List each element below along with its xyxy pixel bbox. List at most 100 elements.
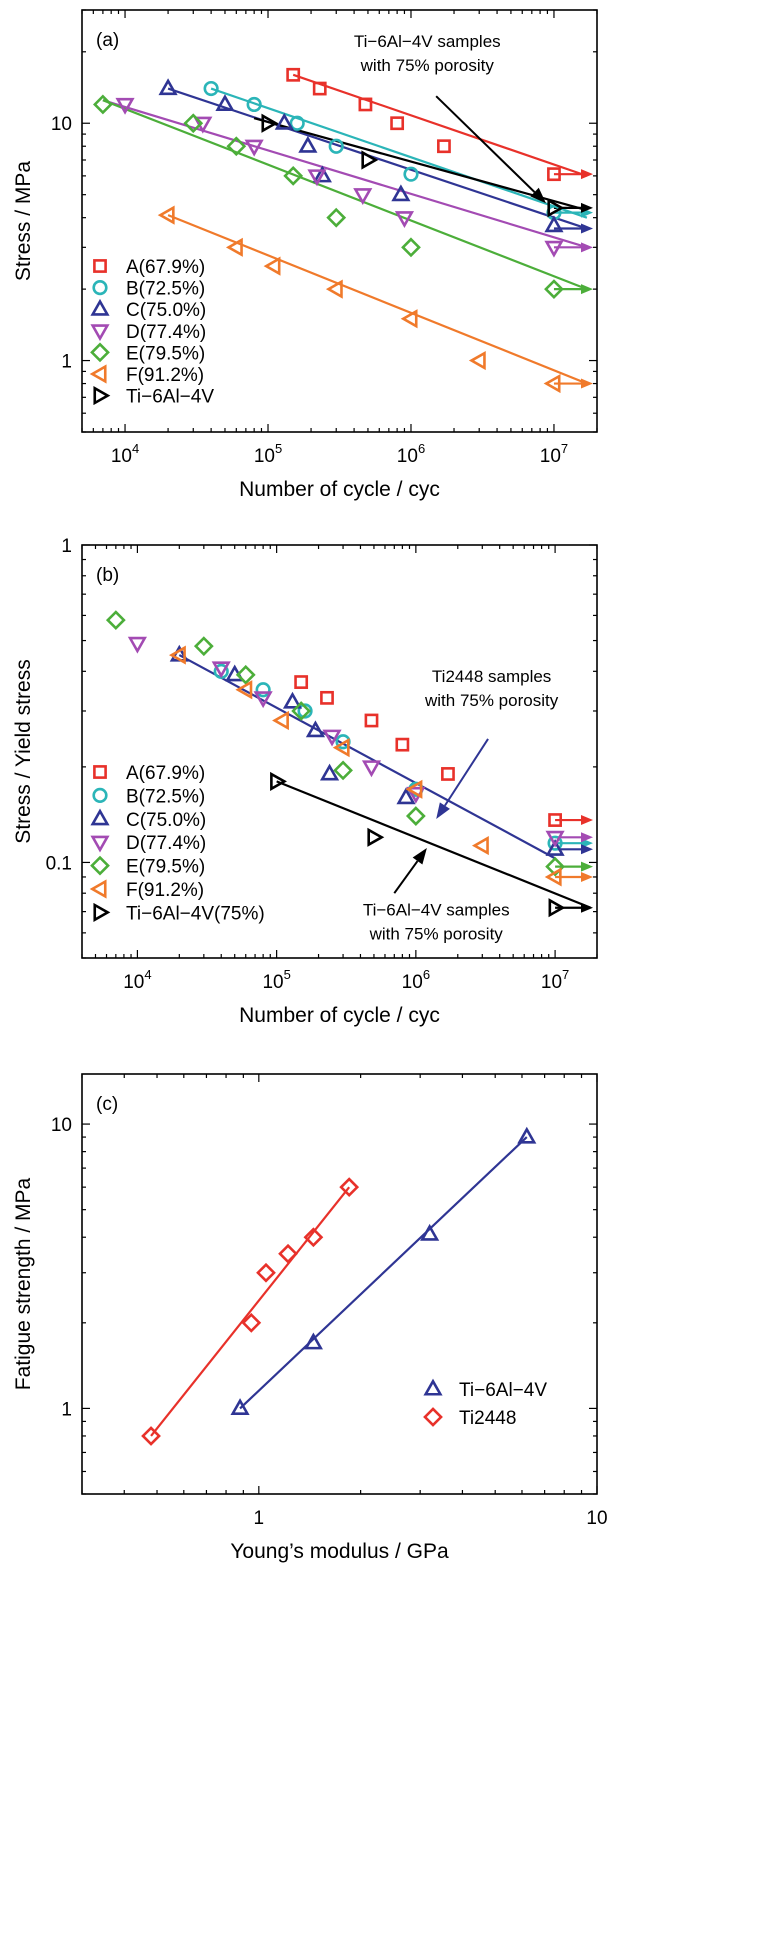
annotation-arrow-shaft bbox=[393, 860, 419, 894]
data-point bbox=[305, 720, 326, 738]
data-point bbox=[328, 138, 344, 154]
data-point bbox=[468, 350, 486, 371]
data-point bbox=[303, 1332, 323, 1350]
annotation-arrow-head bbox=[436, 802, 450, 820]
runout-arrow-head bbox=[581, 902, 593, 913]
data-point bbox=[241, 1312, 262, 1333]
y-axis-label: Fatigue strength / MPa bbox=[12, 1177, 35, 1390]
data-point bbox=[394, 211, 415, 229]
x-tick-label: 104 bbox=[111, 441, 139, 467]
annotation-arrow-head bbox=[412, 848, 427, 865]
y-tick-label: 1 bbox=[61, 1399, 72, 1420]
y-axis-label: Stress / Yield stress bbox=[12, 659, 35, 843]
legend-label: B(72.5%) bbox=[126, 279, 205, 300]
data-point bbox=[361, 150, 379, 170]
data-point bbox=[244, 139, 264, 157]
data-point bbox=[333, 760, 353, 781]
x-tick-label: 1 bbox=[254, 1508, 265, 1529]
data-point bbox=[471, 836, 489, 856]
legend-label: D(77.4%) bbox=[126, 322, 206, 343]
data-point bbox=[157, 205, 175, 225]
fit-line bbox=[276, 780, 592, 909]
data-point bbox=[322, 729, 342, 747]
x-tick-exponent: 7 bbox=[562, 967, 569, 982]
legend-label: Ti−6Al−4V bbox=[126, 387, 214, 408]
data-point bbox=[235, 664, 256, 685]
y-tick-label: 0.1 bbox=[46, 853, 72, 874]
runout-arrow-head bbox=[581, 169, 593, 180]
x-tick-exponent: 6 bbox=[418, 441, 425, 456]
data-point bbox=[405, 779, 423, 799]
legend-marker bbox=[93, 765, 107, 779]
legend-label: E(79.5%) bbox=[126, 857, 205, 878]
data-point bbox=[441, 767, 455, 781]
data-point bbox=[215, 94, 235, 111]
data-point bbox=[319, 763, 340, 781]
annotation-text: Ti−6Al−4V samples bbox=[354, 32, 501, 51]
data-point bbox=[263, 256, 281, 276]
legend-marker bbox=[90, 855, 110, 876]
legend-marker bbox=[90, 298, 110, 316]
data-point bbox=[545, 830, 565, 848]
x-tick-label: 105 bbox=[262, 967, 290, 993]
runout-arrow-head bbox=[581, 871, 593, 882]
legend-marker bbox=[89, 879, 107, 899]
data-point bbox=[358, 97, 373, 112]
chart-panel: 1 10 1 10 Young’s modulus / GPa Fatigue stren… bbox=[12, 1073, 608, 1563]
x-tick-label: 105 bbox=[254, 441, 282, 467]
x-tick-label: 104 bbox=[123, 967, 151, 993]
data-point bbox=[547, 198, 565, 218]
data-point bbox=[547, 167, 561, 182]
fit-line bbox=[239, 1136, 528, 1410]
data-point bbox=[339, 1177, 360, 1198]
data-point bbox=[141, 1426, 161, 1446]
data-point bbox=[361, 760, 382, 778]
data-point bbox=[544, 215, 564, 233]
data-point bbox=[395, 737, 410, 752]
legend-marker bbox=[90, 808, 110, 826]
x-tick-exponent: 5 bbox=[275, 441, 282, 456]
annotation-text: Ti−6Al−4V samples bbox=[363, 901, 510, 920]
x-tick-label: 106 bbox=[397, 441, 425, 467]
legend-label: C(75.0%) bbox=[126, 810, 206, 831]
data-point bbox=[543, 373, 561, 394]
x-tick-label: 10 bbox=[586, 1508, 607, 1529]
data-point bbox=[127, 636, 147, 654]
runout-arrow-head bbox=[581, 844, 593, 855]
data-point bbox=[437, 139, 451, 154]
x-tick-exponent: 4 bbox=[132, 441, 139, 456]
annotation-arrow-head bbox=[530, 187, 547, 204]
data-point bbox=[298, 135, 318, 153]
data-point bbox=[168, 645, 186, 665]
data-point bbox=[548, 898, 566, 918]
runout-arrow-head bbox=[581, 815, 593, 826]
data-point bbox=[307, 169, 327, 187]
data-point bbox=[400, 309, 418, 329]
data-point bbox=[326, 207, 347, 228]
data-point bbox=[283, 165, 304, 186]
data-point bbox=[158, 78, 178, 96]
data-point bbox=[547, 835, 563, 851]
data-point bbox=[403, 166, 419, 182]
legend-label: E(79.5%) bbox=[126, 343, 205, 364]
data-point bbox=[297, 703, 313, 719]
fit-line bbox=[292, 73, 588, 177]
fit-line bbox=[102, 99, 588, 249]
legend-label: D(77.4%) bbox=[126, 833, 206, 854]
legend-marker bbox=[92, 280, 108, 296]
runout-arrow-head bbox=[581, 284, 593, 295]
y-tick-label: 1 bbox=[61, 536, 72, 557]
y-tick-label: 10 bbox=[51, 1115, 72, 1136]
annotation-text: with 75% porosity bbox=[424, 691, 559, 710]
data-point bbox=[517, 1126, 537, 1144]
legend-label: Ti−6Al−4V bbox=[459, 1380, 547, 1401]
x-tick-label: 107 bbox=[540, 441, 568, 467]
legend-marker bbox=[89, 364, 107, 384]
data-point bbox=[405, 806, 426, 826]
data-point bbox=[282, 691, 303, 709]
legend-marker bbox=[90, 835, 110, 853]
data-point bbox=[312, 165, 332, 183]
annotation-arrow-shaft bbox=[435, 95, 536, 193]
y-tick-label: 1 bbox=[61, 352, 72, 373]
